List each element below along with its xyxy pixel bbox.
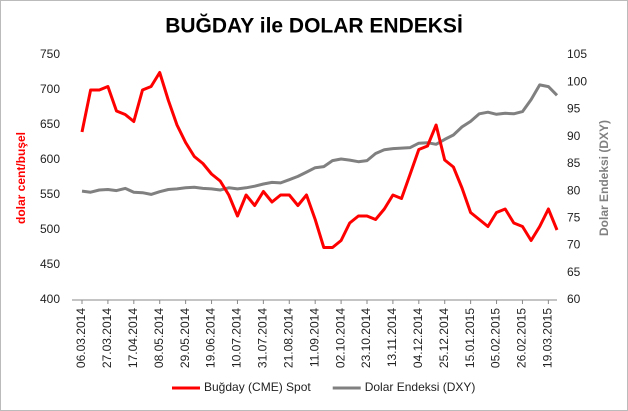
x-tick-label: 05.02.2015 <box>489 308 503 368</box>
y-tick-label: 450 <box>40 257 60 271</box>
y2-tick-label: 100 <box>567 74 587 88</box>
y2-tick-label: 75 <box>567 211 581 225</box>
y-tick-label: 750 <box>40 47 60 61</box>
x-tick-label: 26.02.2015 <box>515 308 529 368</box>
x-tick-label: 08.05.2014 <box>152 308 166 368</box>
y-tick-label: 600 <box>40 152 60 166</box>
series-line <box>81 83 559 196</box>
x-tick-label: 31.07.2014 <box>256 308 270 368</box>
y2-tick-label: 90 <box>567 129 581 143</box>
y2-tick-label: 85 <box>567 156 581 170</box>
x-tick-label: 13.11.2014 <box>385 308 399 367</box>
x-tick-label: 17.04.2014 <box>126 308 140 368</box>
y2-axis-title: Dolar Endeksi (DXY) <box>597 120 611 236</box>
x-tick-label: 10.07.2014 <box>230 308 244 368</box>
y-tick-label: 400 <box>40 292 60 306</box>
y-axis-title: dolar cent/buşel <box>14 132 28 224</box>
y-tick-label: 500 <box>40 222 60 236</box>
series-line <box>80 71 559 249</box>
y2-tick-label: 60 <box>567 292 581 306</box>
y2-tick-label: 105 <box>567 47 587 61</box>
chart-title: BUĞDAY ile DOLAR ENDEKSİ <box>165 14 463 38</box>
x-tick-label: 15.01.2015 <box>463 308 477 368</box>
x-tick-label: 25.12.2014 <box>437 308 451 368</box>
x-tick-label: 29.05.2014 <box>178 308 192 368</box>
x-tick-label: 19.03.2015 <box>541 308 555 368</box>
legend-label: Buğday (CME) Spot <box>204 380 311 394</box>
y-tick-label: 700 <box>40 82 60 96</box>
x-tick-label: 19.06.2014 <box>204 308 218 368</box>
y-tick-label: 550 <box>40 187 60 201</box>
x-tick-label: 11.09.2014 <box>307 308 321 367</box>
y2-tick-label: 70 <box>567 238 581 252</box>
x-tick-label: 04.12.2014 <box>411 308 425 368</box>
y-tick-label: 650 <box>40 117 60 131</box>
x-tick-label: 23.10.2014 <box>359 308 373 368</box>
legend-label: Dolar Endeksi (DXY) <box>365 380 476 394</box>
x-tick-label: 06.03.2014 <box>74 308 88 368</box>
y2-tick-label: 65 <box>567 265 581 279</box>
x-tick-label: 21.08.2014 <box>281 308 295 368</box>
x-tick-label: 27.03.2014 <box>100 308 114 368</box>
y2-tick-label: 95 <box>567 102 581 116</box>
y2-tick-label: 80 <box>567 183 581 197</box>
x-tick-label: 02.10.2014 <box>333 308 347 368</box>
